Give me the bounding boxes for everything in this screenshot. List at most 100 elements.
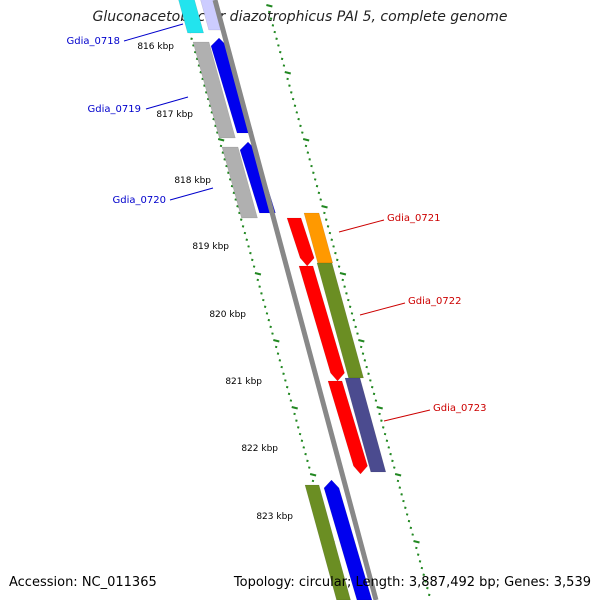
tick-mark xyxy=(234,198,237,201)
tick-mark xyxy=(336,258,339,262)
gene-leader-line xyxy=(123,23,184,42)
gene-feature-orange xyxy=(303,212,334,264)
tick-mark xyxy=(356,332,359,335)
tick-mark xyxy=(298,432,302,436)
tick-mark xyxy=(378,412,381,416)
tick-mark xyxy=(312,171,315,174)
tick-mark xyxy=(374,399,378,402)
tick-mark xyxy=(363,359,367,362)
tick-mark xyxy=(217,138,225,142)
tick-mark xyxy=(276,352,280,355)
gene-feature-red xyxy=(286,217,315,267)
tick-mark xyxy=(319,198,322,201)
accession-text: Accession: NC_011365 xyxy=(9,575,157,590)
tick-mark xyxy=(296,426,300,429)
tick-mark xyxy=(339,272,347,276)
tick-mark xyxy=(284,379,287,382)
tick-mark xyxy=(365,365,368,369)
tick-mark xyxy=(376,406,383,410)
tick-mark xyxy=(304,452,307,456)
tick-mark xyxy=(291,406,298,410)
tick-mark xyxy=(337,265,341,268)
tick-mark xyxy=(398,486,402,489)
gene-feature-gray xyxy=(221,146,258,219)
tick-mark xyxy=(359,345,363,349)
kbp-label: 823 kbp xyxy=(256,512,293,522)
tick-mark xyxy=(263,305,267,308)
kbp-label: 817 kbp xyxy=(156,110,193,120)
tick-mark xyxy=(345,292,348,295)
tick-mark xyxy=(293,412,296,416)
tick-mark xyxy=(256,278,260,282)
kbp-labels: 816 kbp 817 kbp 818 kbp 819 kbp 820 kbp 821 k… xyxy=(137,42,293,522)
tick-mark xyxy=(300,439,304,442)
tick-mark xyxy=(418,560,422,563)
tick-mark xyxy=(288,84,291,87)
kbp-label: 821 kbp xyxy=(225,377,262,387)
tick-mark xyxy=(282,372,285,375)
outer-ticks xyxy=(266,4,431,597)
tick-mark xyxy=(352,318,356,322)
tick-mark xyxy=(228,178,232,181)
tick-mark xyxy=(311,479,315,483)
tick-mark xyxy=(383,432,387,436)
tick-mark xyxy=(243,231,247,235)
tick-mark xyxy=(387,446,390,449)
tick-mark xyxy=(308,466,311,469)
gene-feature-olive xyxy=(316,262,364,379)
tick-mark xyxy=(286,77,289,81)
tick-mark xyxy=(341,278,345,282)
tick-mark xyxy=(324,218,328,221)
backbone-line xyxy=(212,0,379,600)
gene-features xyxy=(178,0,387,600)
tick-mark xyxy=(369,379,372,382)
tick-mark xyxy=(252,265,256,268)
tick-mark xyxy=(271,24,275,27)
tick-mark xyxy=(280,365,283,369)
tick-mark xyxy=(313,178,317,181)
tick-mark xyxy=(361,352,365,355)
gene-label: Gdia_0723 xyxy=(433,403,486,414)
gene-leader-line xyxy=(145,96,189,110)
gene-label: Gdia_0718 xyxy=(67,36,120,47)
tick-mark xyxy=(251,258,254,262)
tick-mark xyxy=(267,318,271,322)
tick-mark xyxy=(348,305,352,308)
tick-mark xyxy=(273,339,280,343)
tick-mark xyxy=(394,473,402,477)
tick-mark xyxy=(367,372,370,375)
gene-label: Gdia_0719 xyxy=(88,104,141,115)
tick-mark xyxy=(232,191,236,195)
tick-mark xyxy=(277,44,280,47)
tick-mark xyxy=(302,446,305,449)
tick-mark xyxy=(400,493,403,496)
tick-mark xyxy=(249,251,252,255)
tick-mark xyxy=(290,91,293,94)
gene-label: Gdia_0721 xyxy=(387,213,440,224)
tick-mark xyxy=(426,586,429,590)
tick-mark xyxy=(273,30,276,34)
tick-mark xyxy=(330,238,333,241)
tick-mark xyxy=(285,385,289,389)
tick-mark xyxy=(190,37,193,40)
tick-mark xyxy=(239,218,243,221)
tick-mark xyxy=(269,325,272,329)
tick-mark xyxy=(275,37,278,40)
gene-feature-olive xyxy=(304,484,351,600)
tick-mark xyxy=(405,513,409,516)
tick-mark xyxy=(254,272,262,276)
tick-mark xyxy=(227,171,230,174)
gene-labels: Gdia_0718 Gdia_0719 Gdia_0720 Gdia_0721 Gdia… xyxy=(67,23,486,422)
tick-mark xyxy=(295,419,298,422)
tick-mark xyxy=(317,191,321,195)
tick-mark xyxy=(393,466,396,469)
tick-mark xyxy=(315,184,319,188)
tick-mark xyxy=(267,10,271,14)
tick-mark xyxy=(385,439,389,442)
gene-label: Gdia_0720 xyxy=(113,195,166,206)
kbp-label: 820 kbp xyxy=(209,310,246,320)
tick-mark xyxy=(284,71,292,75)
tick-mark xyxy=(424,580,427,583)
